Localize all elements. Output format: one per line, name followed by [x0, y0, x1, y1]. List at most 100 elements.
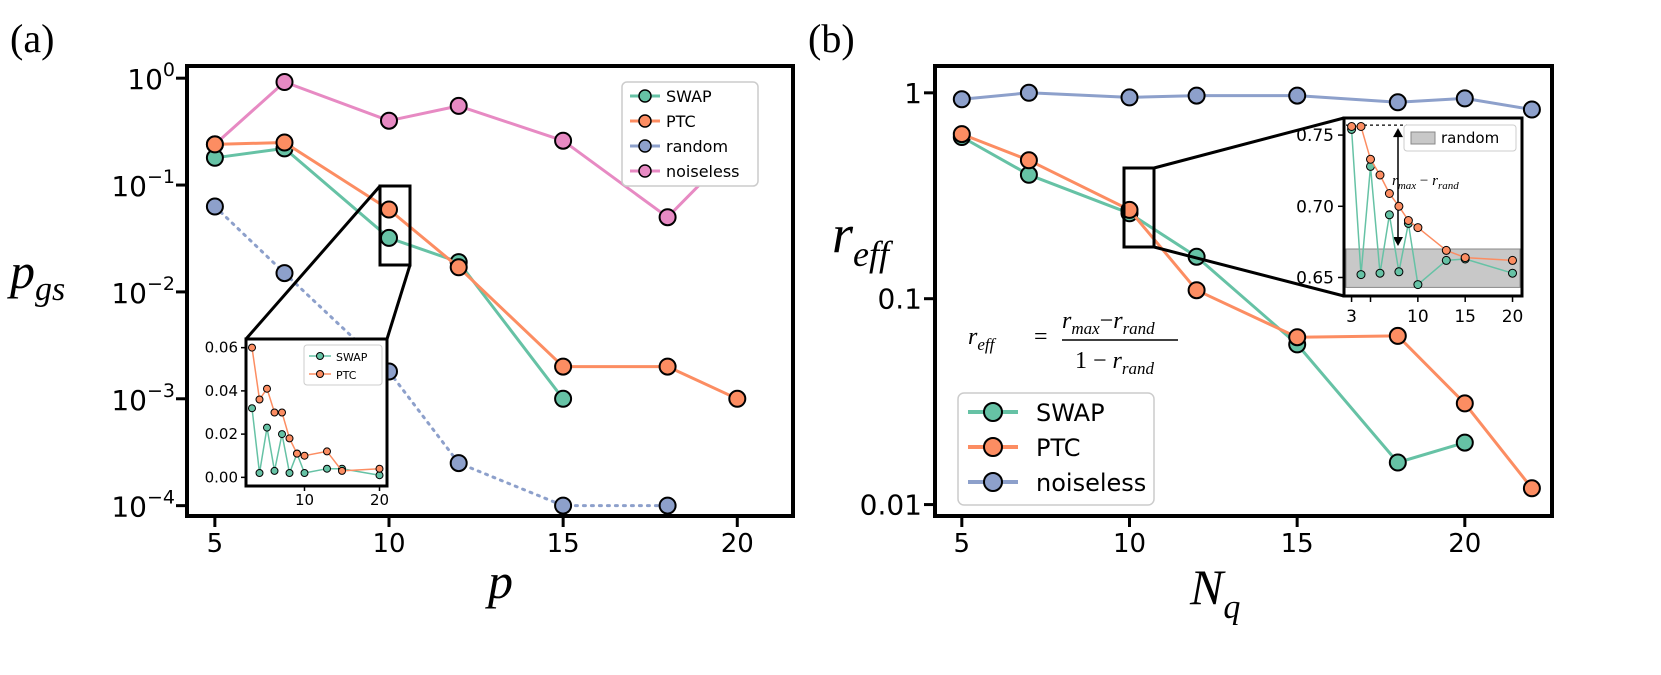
panel-a-inset-point-ptc	[375, 464, 384, 473]
panel-a-inset-point-ptc	[285, 434, 294, 443]
panel-b-inset-point-ptc	[1413, 223, 1423, 233]
legend-label-ptc: PTC	[1036, 434, 1080, 462]
formula-equals: =	[1034, 324, 1048, 350]
legend-label-noiseless: noiseless	[1036, 469, 1146, 497]
legend-label-random: random	[666, 137, 728, 156]
panel-b-point-ptc	[1288, 328, 1307, 347]
panel-b-inset-point-ptc	[1403, 216, 1413, 225]
panel-b-point-noiseless	[1019, 83, 1038, 102]
panel-b-point-noiseless	[1388, 93, 1407, 112]
reff-formula: reff = rmax−rrand 1 − rrand	[968, 308, 1178, 378]
panel-b-frame	[933, 64, 1554, 518]
panel-b-point-ptc	[1019, 151, 1038, 170]
panel-a-point-noiseless	[554, 131, 573, 150]
panel-a-inset-point-swap	[263, 423, 271, 432]
formula-denominator: 1 − rrand	[1075, 348, 1155, 378]
panel-a-inset-legend: SWAP PTC	[303, 344, 383, 386]
panel-a-inset-point-swap	[270, 466, 279, 475]
panel-a-y-tick-label: 10−2	[111, 273, 175, 310]
panel-a-x-tick-label: 15	[547, 529, 580, 559]
panel-a-point-ptc	[728, 389, 747, 408]
panel-b-line-noiseless	[961, 91, 1533, 111]
inset-annotation: rmax − rrand	[1392, 173, 1459, 192]
legend-marker-swap	[983, 402, 1003, 422]
legend-label-ptc: PTC	[666, 112, 696, 131]
panel-a-point-random	[658, 496, 677, 515]
panel-b-y-tick-label: 0.1	[877, 283, 922, 316]
panel-b-point-ptc	[1455, 394, 1474, 413]
panel-a-x-tick-label: 10	[372, 529, 405, 559]
inset-legend-label-random: random	[1441, 129, 1499, 147]
panel-b-zoom-connector-2	[1153, 245, 1345, 298]
panel-b-y-tick-label: 1	[904, 77, 922, 110]
panel-b-inset-x-tick-label: 10	[1407, 307, 1429, 327]
panel-b-point-noiseless	[952, 90, 971, 109]
panel-b-point-ptc	[952, 125, 971, 144]
panel-b-x-tick-label: 10	[1113, 529, 1146, 559]
panel-a-point-ptc	[554, 357, 573, 376]
panel-b-line-ptc	[961, 132, 1534, 490]
panel-b-point-swap	[1388, 453, 1407, 472]
inset-legend-marker-ptc	[316, 370, 324, 378]
panel-a-label: (a)	[10, 16, 54, 61]
legend-label-swap: SWAP	[666, 87, 712, 106]
panel-b-point-ptc	[1187, 281, 1206, 300]
panel-b-x-tick-label: 5	[954, 529, 971, 559]
legend-marker-ptc	[638, 114, 652, 128]
panel-a-inset-y-tick-label: 0.04	[205, 382, 238, 400]
panel-b-inset-point-swap	[1508, 268, 1517, 278]
panel-a-inset-y-tick-label: 0.06	[205, 339, 238, 357]
panel-b-point-noiseless	[1288, 86, 1307, 105]
panel-b-inset-point-swap	[1441, 255, 1451, 265]
panel-a-inset-point-swap	[255, 469, 264, 477]
panel-a-zoom-connector-2	[385, 264, 412, 340]
panel-a-legend: SWAP PTC random noiseless	[621, 81, 759, 187]
panel-b-point-noiseless	[1522, 100, 1541, 119]
panel-b-inset-point-swap	[1356, 270, 1366, 280]
legend-label-noiseless: noiseless	[666, 162, 740, 181]
panel-b-inset-x-tick-label: 3	[1346, 307, 1357, 327]
panel-a-zoom-connector-1	[244, 185, 382, 340]
panel-b-inset-point-swap	[1413, 280, 1423, 290]
inset-legend-marker-swap	[316, 352, 324, 360]
legend-box	[621, 81, 759, 187]
panel-b-inset-point-ptc	[1441, 245, 1451, 255]
panel-a-inset-point-ptc	[278, 408, 286, 417]
panel-a-inset-point-ptc	[263, 384, 271, 393]
panel-a-axes: 5 10 15 20 100 10−1 10−2 10−3 10−4	[111, 59, 753, 559]
legend-marker-random	[638, 139, 652, 153]
panel-a-inset-point-ptc	[270, 408, 279, 417]
panel-a-line-random	[213, 205, 670, 508]
panel-a-point-ptc	[449, 258, 468, 277]
panel-a-data	[205, 73, 747, 515]
legend-marker-swap	[638, 89, 652, 103]
panel-b-zoom-box	[1122, 166, 1156, 249]
gap-arrow-head-down	[1393, 237, 1403, 247]
panel-b-zoom-connector-1	[1153, 116, 1345, 170]
panel-a-inset-point-swap	[323, 464, 331, 473]
panel-a-point-random	[449, 454, 468, 473]
panel-b-inset-point-ptc	[1366, 154, 1375, 164]
panel-b-inset-x-tick-label: 20	[1502, 307, 1524, 327]
gap-arrow-head-up	[1393, 128, 1403, 138]
panel-b-point-swap	[1455, 433, 1474, 452]
panel-a-point-noiseless	[658, 208, 677, 227]
panel-a-inset-point-ptc	[300, 451, 309, 460]
formula-lhs: reff	[968, 324, 997, 354]
panel-b-inset-y-tick-label: 0.70	[1296, 197, 1334, 217]
panel-a-inset-y-tick-label: 0.00	[205, 468, 238, 486]
panel-a-inset-point-ptc	[293, 449, 301, 458]
random-band	[1345, 248, 1521, 288]
panel-a-inset-point-swap	[300, 469, 309, 477]
panel-b-inset-point-swap	[1394, 267, 1404, 277]
panel-a-inset-axes: 10 20 0.06 0.04 0.02 0.00	[205, 339, 389, 509]
panel-b-inset-point-ptc	[1508, 255, 1517, 265]
panel-a-point-noiseless	[380, 111, 398, 130]
panel-b-axes: 5 10 15 20 1 0.1 0.01	[860, 77, 1482, 559]
panel-b-inset-point-swap	[1384, 210, 1394, 220]
panel-a-x-tick-label: 20	[721, 529, 754, 559]
panel-b-point-noiseless	[1120, 88, 1139, 107]
panel-a-point-noiseless	[449, 96, 468, 115]
panel-a-point-random	[554, 496, 573, 515]
panel-b-inset-x-tick-label: 15	[1454, 307, 1476, 327]
